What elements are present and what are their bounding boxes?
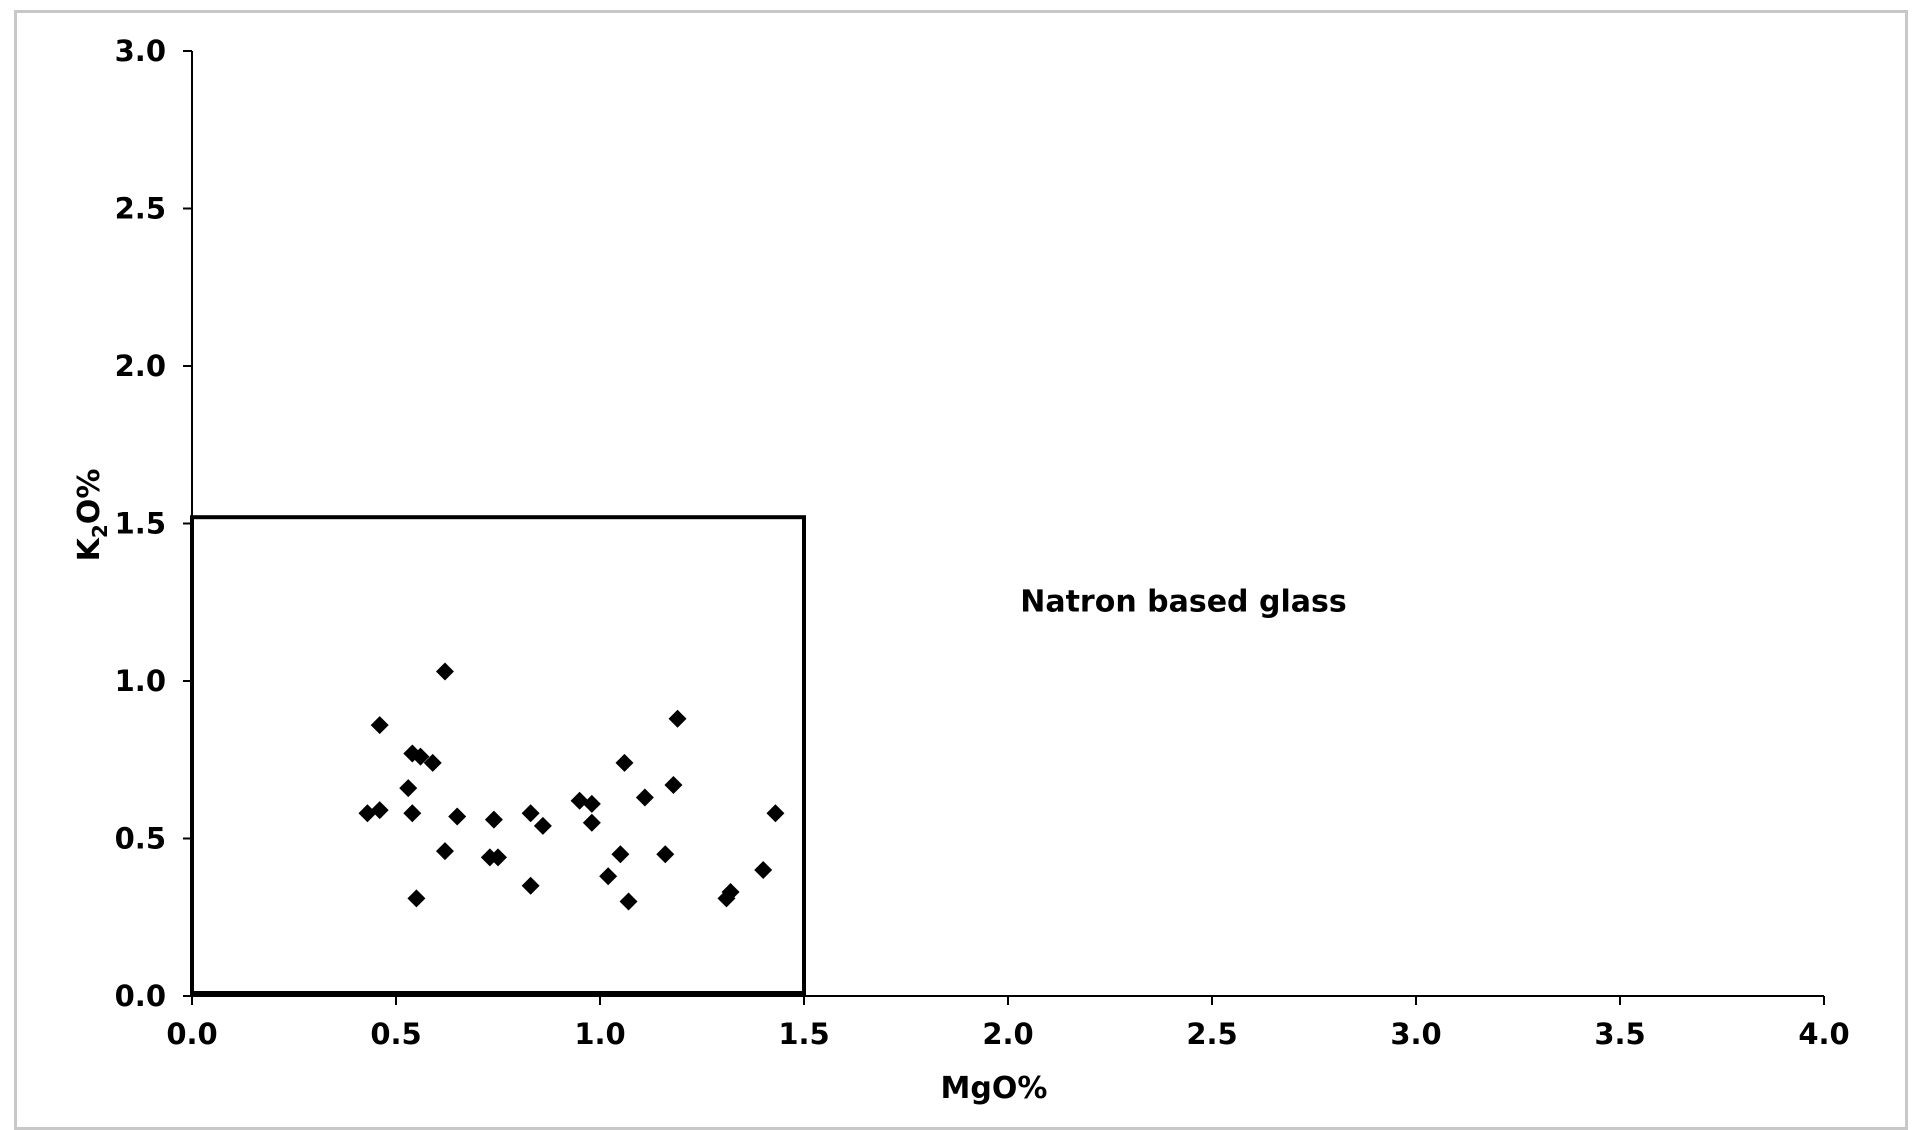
y-tick-label: 0.5 xyxy=(115,822,166,856)
data-point xyxy=(611,845,630,864)
data-point xyxy=(448,807,467,826)
x-tick-label: 3.0 xyxy=(1390,1017,1441,1051)
data-point xyxy=(582,794,601,813)
data-point xyxy=(570,791,589,810)
data-points xyxy=(358,662,785,911)
data-point xyxy=(619,892,638,911)
data-point xyxy=(370,801,389,820)
data-point xyxy=(411,747,430,766)
data-point xyxy=(656,845,675,864)
y-tick-label: 1.0 xyxy=(115,664,166,698)
data-point xyxy=(435,842,454,861)
data-point xyxy=(435,662,454,681)
x-tick-label: 4.0 xyxy=(1798,1017,1849,1051)
data-point xyxy=(754,861,773,879)
data-point xyxy=(521,804,540,823)
data-point xyxy=(582,813,601,832)
x-tick-label: 0.5 xyxy=(370,1017,421,1051)
y-tick-label: 2.5 xyxy=(115,192,166,226)
x-tick-label: 2.0 xyxy=(982,1017,1033,1051)
data-point xyxy=(489,848,507,867)
data-point xyxy=(370,716,389,735)
data-point xyxy=(358,804,377,823)
data-point xyxy=(721,883,740,902)
chart-labels: Natron based glass MgO% K2O% xyxy=(72,469,1347,1106)
x-tick-label: 2.5 xyxy=(1186,1017,1237,1051)
data-point xyxy=(635,788,654,807)
y-axis-title: K2O% xyxy=(72,469,112,562)
x-tick-label: 3.5 xyxy=(1594,1017,1645,1051)
data-point xyxy=(407,889,426,908)
data-point xyxy=(521,876,540,895)
data-point xyxy=(766,804,785,823)
natron-region xyxy=(190,515,806,995)
x-tick-label: 1.5 xyxy=(778,1017,829,1051)
y-tick-label: 0.0 xyxy=(115,979,166,1013)
data-point xyxy=(615,753,634,772)
x-axis-title: MgO% xyxy=(941,1071,1048,1106)
y-tick-label: 3.0 xyxy=(115,34,166,68)
region-rectangle xyxy=(190,515,806,995)
data-point xyxy=(403,804,422,823)
y-tick-label: 1.5 xyxy=(115,507,166,541)
data-point xyxy=(668,709,687,728)
data-point xyxy=(423,753,442,772)
x-tick-label: 0.0 xyxy=(166,1017,217,1051)
axes: 0.0 0.5 1.0 1.5 2.0 2.5 3.0 3.5 4.0 0.0 0.5 1.0 1.5 2… xyxy=(115,34,1850,1051)
x-tick-label: 1.0 xyxy=(574,1017,625,1051)
data-point xyxy=(533,816,552,835)
data-point xyxy=(599,867,618,886)
data-point xyxy=(399,779,418,798)
y-tick-label: 2.0 xyxy=(115,349,166,383)
data-point xyxy=(484,810,503,829)
region-annotation: Natron based glass xyxy=(1020,585,1346,620)
data-point xyxy=(664,775,683,794)
